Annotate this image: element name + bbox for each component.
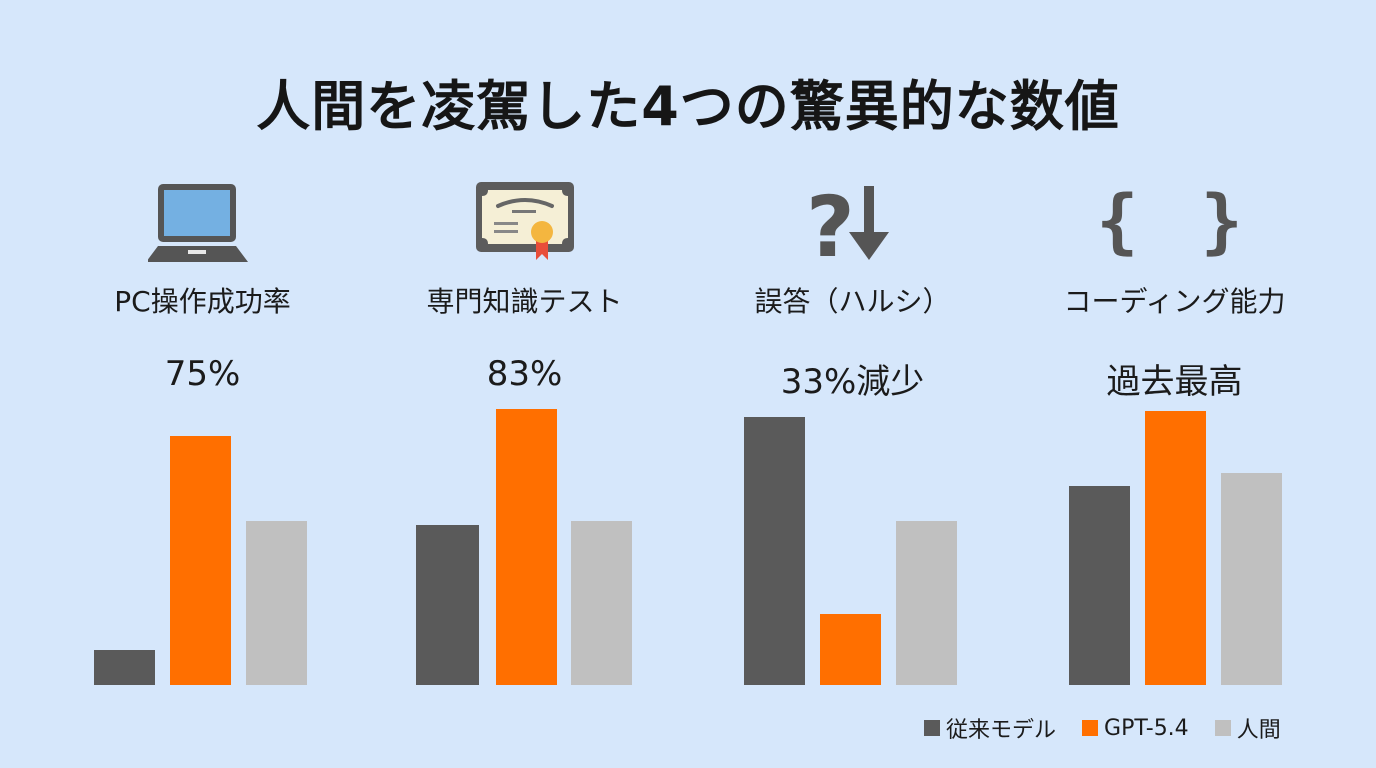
legend-label: 従来モデル	[946, 718, 1057, 743]
laptop-icon	[60, 176, 345, 266]
chart-legend: 従来モデル GPT-5.4 人間	[924, 712, 1281, 744]
metric-label: 誤答（ハルシ）	[754, 285, 951, 318]
metric-label: PC操作成功率	[114, 285, 291, 318]
legend-label: 人間	[1236, 718, 1281, 743]
legend-swatch	[1082, 720, 1099, 736]
metric-value: 33%減少	[780, 362, 925, 402]
legend-item-previous-model: 従来モデル	[924, 712, 1056, 744]
question-down-arrow-icon: ?	[710, 176, 995, 266]
panel-hallucination: ? 誤答（ハルシ） 33%減少	[710, 0, 995, 768]
code-braces-icon: { }	[1096, 180, 1253, 262]
metric-label: コーディング能力	[1063, 285, 1286, 318]
legend-swatch	[1214, 720, 1231, 736]
metric-value: 83%	[486, 354, 563, 394]
certificate-icon	[382, 176, 667, 266]
bar-gpt-pc	[170, 436, 231, 685]
bar-previous-model-pc	[94, 650, 155, 685]
legend-item-human: 人間	[1214, 712, 1281, 744]
metric-value: 過去最高	[1106, 362, 1243, 402]
bar-previous-model-coding	[1069, 486, 1130, 685]
bar-gpt-expert	[496, 409, 557, 685]
legend-label: GPT-5.4	[1104, 715, 1189, 741]
bar-gpt-hallucination	[820, 614, 881, 685]
bar-human-coding	[1221, 473, 1282, 685]
legend-swatch	[924, 720, 940, 736]
bar-human-expert	[571, 521, 632, 685]
bar-previous-model-expert	[416, 525, 479, 685]
svg-text:?: ?	[806, 178, 855, 266]
bar-human-pc	[246, 521, 307, 685]
bar-human-hallucination	[896, 521, 957, 685]
bar-previous-model-hallucination	[744, 417, 805, 685]
bar-gpt-coding	[1145, 411, 1206, 685]
metric-value: 75%	[164, 354, 241, 394]
panel-pc-operation: PC操作成功率 75%	[60, 0, 345, 768]
panel-coding: { } コーディング能力 過去最高	[1032, 0, 1317, 768]
panel-expert-knowledge: 専門知識テスト 83%	[382, 0, 667, 768]
page-title: 人間を凌駕した4つの驚異的な数値	[256, 75, 1120, 138]
legend-item-gpt: GPT-5.4	[1082, 716, 1189, 741]
metric-label: 専門知識テスト	[426, 285, 623, 318]
